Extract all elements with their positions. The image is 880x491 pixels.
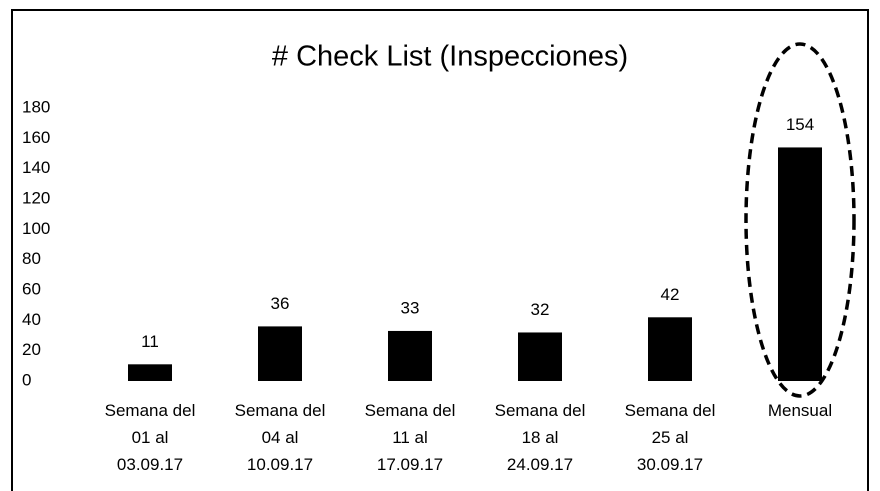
y-tick-label: 80 — [22, 249, 41, 268]
chart-frame — [11, 9, 869, 491]
value-label: 36 — [271, 294, 290, 313]
x-tick-label: Semana del 18 al 24.09.17 — [495, 401, 586, 474]
y-tick-label: 120 — [22, 188, 50, 207]
y-tick-label: 20 — [22, 340, 41, 359]
value-label: 11 — [141, 332, 159, 351]
x-tick-label-line: 24.09.17 — [507, 455, 573, 474]
x-tick-label: Mensual — [768, 401, 832, 420]
x-tick-label-line: 25 al — [652, 428, 689, 447]
x-tick-label-line: 17.09.17 — [377, 455, 443, 474]
x-tick-label-line: 04 al — [262, 428, 299, 447]
x-tick-label-line: 03.09.17 — [117, 455, 183, 474]
bar — [128, 364, 172, 381]
bar — [258, 326, 302, 381]
bar — [388, 330, 432, 381]
x-tick-label-line: 11 al — [392, 428, 428, 447]
x-tick-label-line: Mensual — [768, 401, 832, 420]
x-tick-label-line: 01 al — [132, 428, 169, 447]
x-tick-label-line: Semana del — [105, 401, 196, 420]
y-tick-label: 180 — [22, 97, 50, 116]
value-label: 32 — [531, 300, 550, 319]
bar — [648, 317, 692, 381]
bar — [518, 332, 562, 381]
y-tick-label: 160 — [22, 128, 50, 147]
bar — [778, 147, 822, 381]
x-tick-label-line: Semana del — [495, 401, 586, 420]
y-tick-label: 0 — [22, 370, 31, 389]
chart-title: # Check List (Inspecciones) — [272, 41, 628, 73]
y-tick-label: 100 — [22, 219, 50, 238]
value-label: 154 — [786, 115, 814, 134]
x-tick-label: Semana del 04 al 10.09.17 — [235, 401, 326, 474]
x-tick-label-line: 10.09.17 — [247, 455, 313, 474]
x-tick-label: Semana del 25 al 30.09.17 — [625, 401, 716, 474]
x-tick-label-line: Semana del — [365, 401, 456, 420]
y-tick-label: 40 — [22, 310, 41, 329]
highlight-ellipse — [744, 42, 856, 398]
y-tick-label: 60 — [22, 279, 41, 298]
x-tick-label: Semana del 01 al 03.09.17 — [105, 401, 196, 474]
value-label: 33 — [401, 298, 420, 317]
x-tick-label-line: Semana del — [235, 401, 326, 420]
x-tick-label-line: 30.09.17 — [637, 455, 703, 474]
x-tick-label-line: 18 al — [522, 428, 559, 447]
x-tick-label-line: Semana del — [625, 401, 716, 420]
y-tick-label: 140 — [22, 158, 50, 177]
value-label: 42 — [661, 285, 680, 304]
x-tick-label: Semana del 11 al 17.09.17 — [365, 401, 456, 474]
